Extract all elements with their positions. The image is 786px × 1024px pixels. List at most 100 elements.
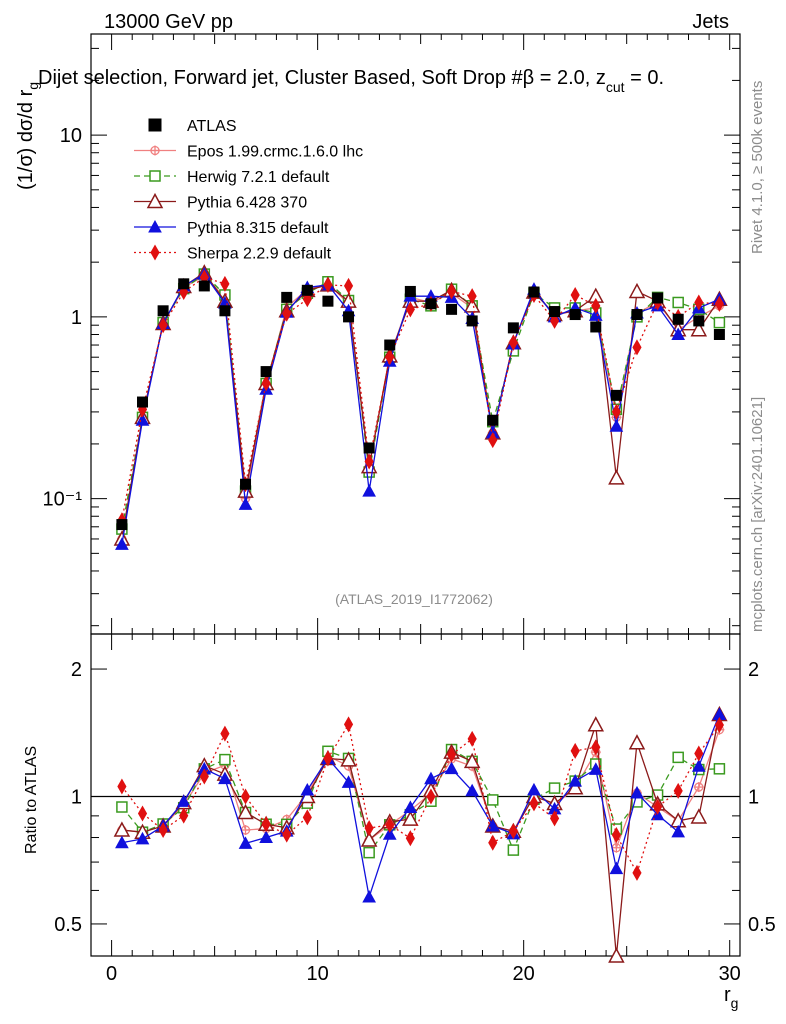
series-ratio-point [463,752,481,769]
series-ratio-point [426,788,436,805]
series-point [609,419,624,432]
legend-item: Herwig 7.2.1 default [134,169,330,186]
legend: ATLAS Epos 1.99.crmc.1.6.0 lhc Herwig 7.2.… [134,118,363,263]
series-ratio-point [467,730,477,747]
title-tail: = 0. [625,67,664,89]
atlas-data-point [549,306,561,318]
selection-title-text: Dijet selection, Forward jet, Cluster Ba… [38,67,606,89]
ratio-y-tick-label-right: 0.5 [748,914,776,936]
series-ratio-point [405,830,415,847]
series-ratio-point [282,826,292,843]
series-ratio-point [237,803,254,820]
series-ratio-point [673,782,683,799]
legend-label: Herwig 7.2.1 default [187,169,330,186]
main-y-axis-title: (1/σ) dσ/d rg [15,82,41,190]
legend-marker [150,244,160,261]
legend-marker [146,192,164,209]
series-ratio-point [385,816,395,833]
series-ratio-point [630,785,644,799]
series-ratio-point [220,725,230,742]
series-ratio-point [632,864,642,881]
series-ratio-point [694,745,704,762]
atlas-data-point [137,396,149,408]
series-point [115,537,129,550]
series-ratio-point [115,835,129,849]
series-ratio-point [424,771,438,785]
atlas-data-layer [116,278,725,531]
atlas-data-point [343,311,355,323]
series-point [628,282,646,299]
ratio-y-tick-label-right: 2 [748,659,759,681]
atlas-data-point [198,280,210,292]
series-point [714,295,724,312]
series-ratio-point [158,822,168,839]
series-point [488,432,498,449]
series-line-main [121,273,720,545]
ratio-y-tick-label: 1 [71,786,82,808]
series-line-ratio [121,729,721,851]
series-ratio-point [549,810,560,827]
series-ratio-point [465,783,480,797]
legend-marker [150,145,160,156]
atlas-data-point [260,366,272,378]
series-ratio-point [382,827,397,840]
atlas-data-point [610,389,622,401]
series-ratio-point [628,734,646,750]
main-y-tick-label: 10 [60,125,82,147]
series-point [323,276,333,293]
series-line-ratio [121,714,721,898]
ratio-y-tick-label-right: 1 [748,786,759,808]
x-axis-title-text: r [724,984,731,1006]
series-ratio-point [323,750,333,767]
ratio-y-tick-label: 2 [71,659,82,681]
series-ratio-point [609,861,624,875]
series-ratio-point [300,782,315,796]
atlas-data-point [157,305,169,317]
mcplots-label: mcplots.cern.ch [arXiv:2401.10621] [749,397,766,632]
series-ratio-point [487,794,499,806]
legend-item: Pythia 6.428 370 [134,192,307,212]
series-ratio-point [240,788,251,805]
series-line-main [121,276,720,521]
series-ratio-point [199,768,209,785]
series-ratio-point [403,800,418,813]
series-ratio-point [446,746,457,763]
atlas-data-point [404,285,416,297]
series-point [261,375,271,392]
atlas-data-point [363,442,375,454]
atlas-data-point [528,286,540,298]
series-ratio-point [117,778,127,795]
atlas-data-point [116,519,128,531]
series-ratio-point [179,807,189,824]
x-axis-title-sub: g [731,995,739,1011]
series-ratio-point [693,782,704,793]
series-point [158,317,168,334]
series-point [690,321,708,337]
selection-title: Dijet selection, Forward jet, Cluster Ba… [38,67,664,95]
series-point [608,469,625,485]
x-tick-label: 20 [513,963,535,985]
legend-item: Epos 1.99.crmc.1.6.0 lhc [134,144,363,161]
series-ratio-point [570,742,580,759]
legend-item: Pythia 8.315 default [134,219,329,237]
legend-marker [148,118,162,132]
series-point [446,283,457,300]
series-ratio-point [548,782,561,794]
series-ratio-point [691,759,706,772]
series-ratio-point [713,763,726,775]
atlas-data-point [384,339,396,351]
series-ratio-point [363,846,375,859]
atlas-data-point [466,315,478,327]
cut-subscript: cut [606,79,625,95]
series-layer [113,264,728,963]
process-label: Jets [692,11,729,33]
series-point [385,349,395,366]
series-point [364,453,374,470]
series-ratio-point [135,831,150,845]
series-ratio-point [566,779,584,795]
series-2 [113,264,728,963]
series-4 [117,269,724,881]
series-point [611,403,621,420]
series-ratio-point [444,761,459,775]
series-ratio-point [714,717,724,734]
